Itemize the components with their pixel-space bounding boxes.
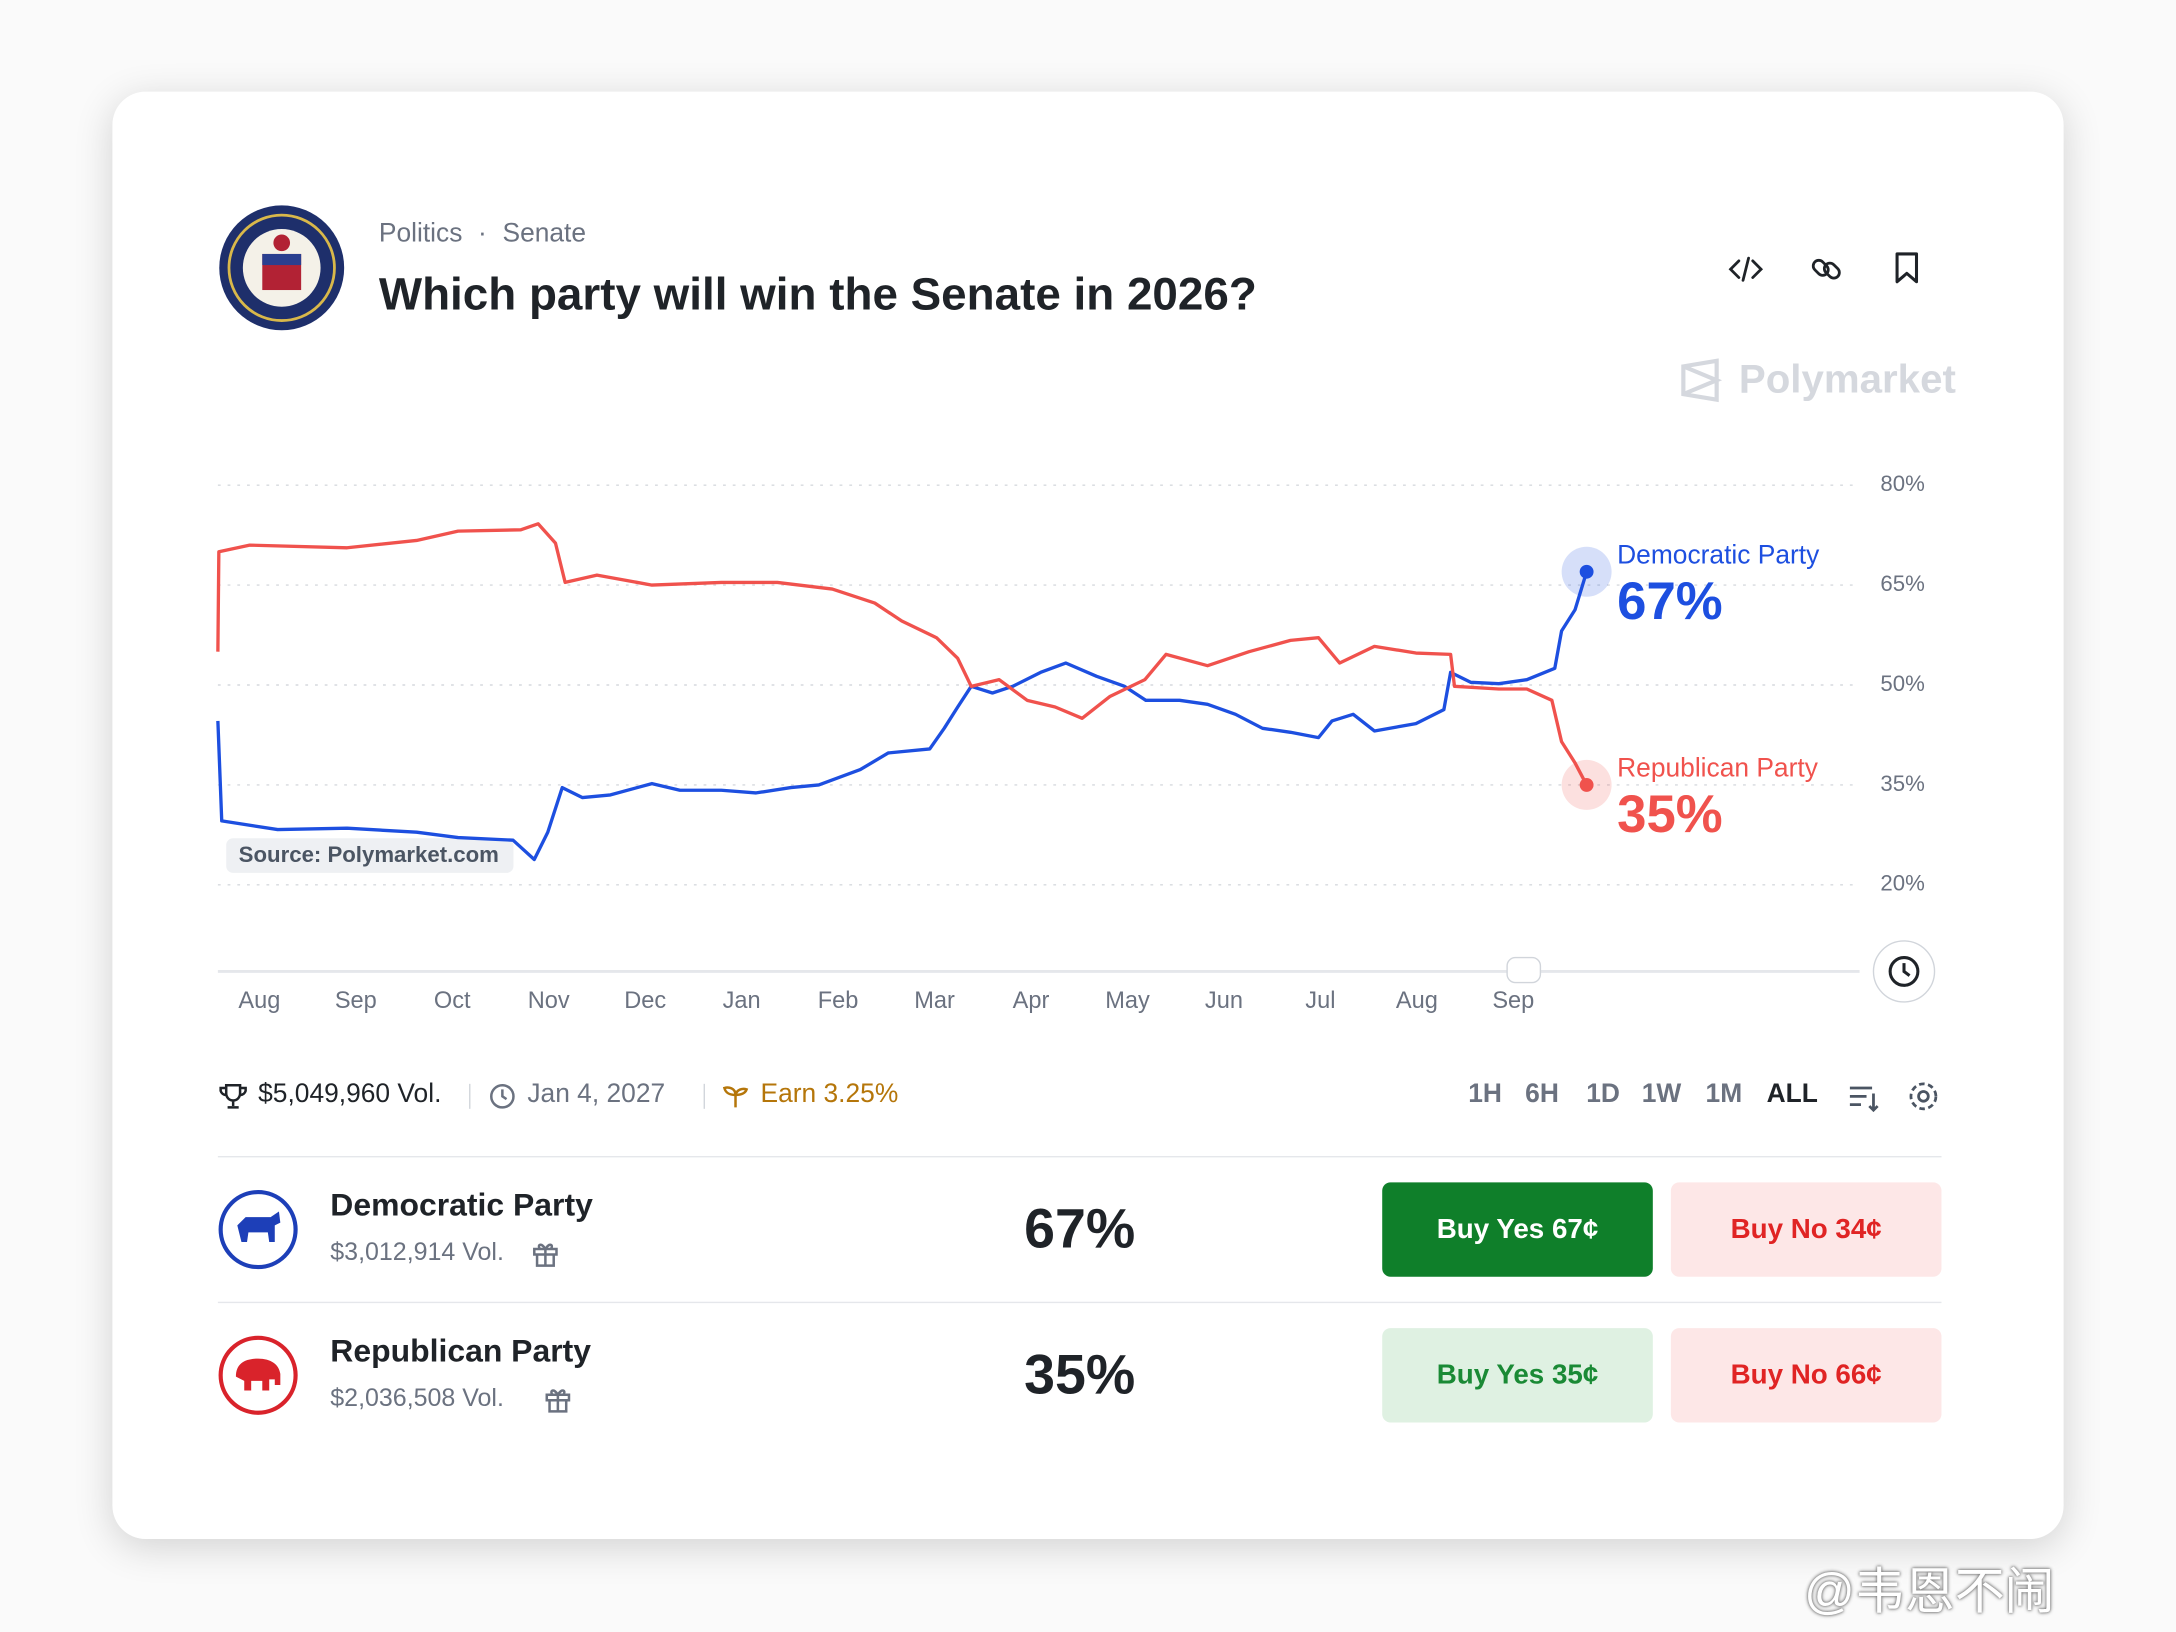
sort-icon[interactable] [1847, 1081, 1880, 1114]
earn-rate[interactable]: Earn 3.25% [760, 1079, 899, 1109]
category[interactable]: Senate [502, 219, 587, 249]
x-tick-label: Jul [1305, 987, 1335, 1013]
x-tick-label: Mar [914, 987, 955, 1013]
outcome-name: Republican Party [330, 1332, 592, 1369]
x-tick-label: Feb [818, 987, 859, 1013]
end-dot [1579, 777, 1594, 792]
buy-yes-button[interactable]: Buy Yes 67¢ [1382, 1182, 1653, 1277]
trophy-icon [219, 1083, 247, 1109]
buy-no-button[interactable]: Buy No 66¢ [1670, 1328, 1942, 1423]
end-dot [1579, 564, 1594, 579]
y-tick-label: 65% [1880, 571, 1924, 596]
brand-logo [1681, 358, 1723, 403]
settings-icon[interactable] [1907, 1080, 1940, 1113]
separator [703, 1083, 705, 1109]
x-tick-label: Aug [238, 987, 280, 1013]
watermark: @韦恩不闹 [1804, 1562, 2055, 1620]
senate-seal [219, 205, 345, 331]
republican-icon [218, 1335, 298, 1415]
end-value-label: 35% [1617, 785, 1723, 844]
buy-no-button[interactable]: Buy No 34¢ [1670, 1182, 1942, 1277]
market-card [112, 91, 2064, 1540]
x-tick-label: Jun [1205, 987, 1243, 1013]
outcome-name: Democratic Party [330, 1186, 593, 1223]
source-badge [226, 838, 514, 873]
sprout-icon [722, 1086, 749, 1108]
timeframe[interactable]: 1D [1586, 1079, 1620, 1109]
clock-icon [490, 1083, 515, 1109]
gift-icon[interactable] [543, 1384, 574, 1415]
series-line [216, 571, 1589, 862]
x-tick-label: Dec [624, 987, 666, 1013]
timeframe[interactable]: 1H [1468, 1079, 1502, 1109]
outcome-chance: 67% [1024, 1199, 1136, 1261]
total-volume: $5,049,960 Vol. [258, 1079, 442, 1109]
x-tick-label: Sep [335, 987, 377, 1013]
divider [217, 1156, 1942, 1158]
history-button[interactable] [1872, 940, 1936, 1003]
x-tick-label: Aug [1396, 987, 1438, 1013]
democratic-icon [218, 1190, 298, 1270]
end-value-label: 67% [1617, 572, 1723, 631]
outcome-volume: $2,036,508 Vol. [330, 1383, 504, 1412]
legend-label: Republican Party [1617, 753, 1819, 783]
x-tick-label: Oct [434, 987, 471, 1013]
divider [217, 1301, 1942, 1304]
x-tick-label: Jan [723, 987, 761, 1013]
buy-yes-button[interactable]: Buy Yes 35¢ [1382, 1328, 1653, 1423]
gift-icon[interactable] [530, 1238, 561, 1269]
y-tick-label: 80% [1880, 471, 1924, 496]
x-tick-label: Apr [1013, 987, 1050, 1013]
y-tick-label: 50% [1880, 671, 1924, 696]
y-tick-label: 20% [1880, 871, 1924, 896]
link-icon[interactable] [1807, 250, 1846, 289]
outcome-chance: 35% [1024, 1344, 1136, 1406]
breadcrumb: Politics · Senate [378, 219, 587, 249]
x-tick-label: Sep [1492, 987, 1534, 1013]
series-line [216, 522, 1589, 786]
timeframe[interactable]: 1M [1705, 1079, 1743, 1109]
range-handle[interactable] [1506, 956, 1542, 984]
category[interactable]: Politics [378, 219, 463, 249]
legend-label: Democratic Party [1617, 539, 1820, 569]
bookmark-icon[interactable] [1887, 248, 1926, 287]
embed-icon[interactable] [1726, 250, 1765, 289]
separator [469, 1083, 471, 1109]
end-date: Jan 4, 2027 [527, 1079, 666, 1109]
source-label: Source: Polymarket.com [239, 842, 499, 867]
market-title: Which party will win the Senate in 2026? [378, 267, 1257, 320]
outcome-volume: $3,012,914 Vol. [330, 1237, 504, 1266]
x-tick-label: May [1105, 987, 1150, 1013]
timeframe-active[interactable]: ALL [1766, 1079, 1818, 1109]
brand-name: Polymarket [1738, 358, 1956, 403]
y-tick-label: 35% [1880, 771, 1924, 796]
timeframe[interactable]: 1W [1641, 1079, 1682, 1109]
x-tick-label: Nov [528, 987, 570, 1013]
timeframe[interactable]: 6H [1525, 1079, 1559, 1109]
